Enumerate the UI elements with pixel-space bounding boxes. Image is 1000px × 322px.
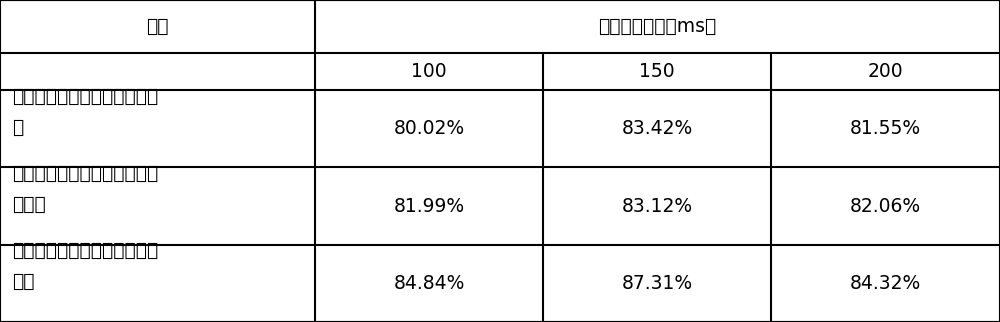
Text: 81.55%: 81.55% [850, 119, 921, 138]
Text: 本发明提出的多视图手势识别
算法: 本发明提出的多视图手势识别 算法 [12, 242, 158, 291]
Text: 150: 150 [639, 62, 675, 81]
Text: 200: 200 [868, 62, 903, 81]
Text: 87.31%: 87.31% [621, 274, 693, 293]
Text: 84.84%: 84.84% [393, 274, 465, 293]
Text: 84.32%: 84.32% [850, 274, 921, 293]
Text: 仅使用肌电数据的手势识别算
法: 仅使用肌电数据的手势识别算 法 [12, 87, 158, 137]
Text: 82.06%: 82.06% [850, 196, 921, 216]
Text: 算法: 算法 [146, 17, 169, 36]
Text: 81.99%: 81.99% [393, 196, 465, 216]
Text: 83.42%: 83.42% [621, 119, 693, 138]
Text: 83.12%: 83.12% [621, 196, 693, 216]
Text: 80.02%: 80.02% [393, 119, 465, 138]
Text: 100: 100 [411, 62, 447, 81]
Text: 滑动窗口长度（ms）: 滑动窗口长度（ms） [598, 17, 717, 36]
Text: 使用肌电和运动数据的非多视
图算法: 使用肌电和运动数据的非多视 图算法 [12, 164, 158, 214]
